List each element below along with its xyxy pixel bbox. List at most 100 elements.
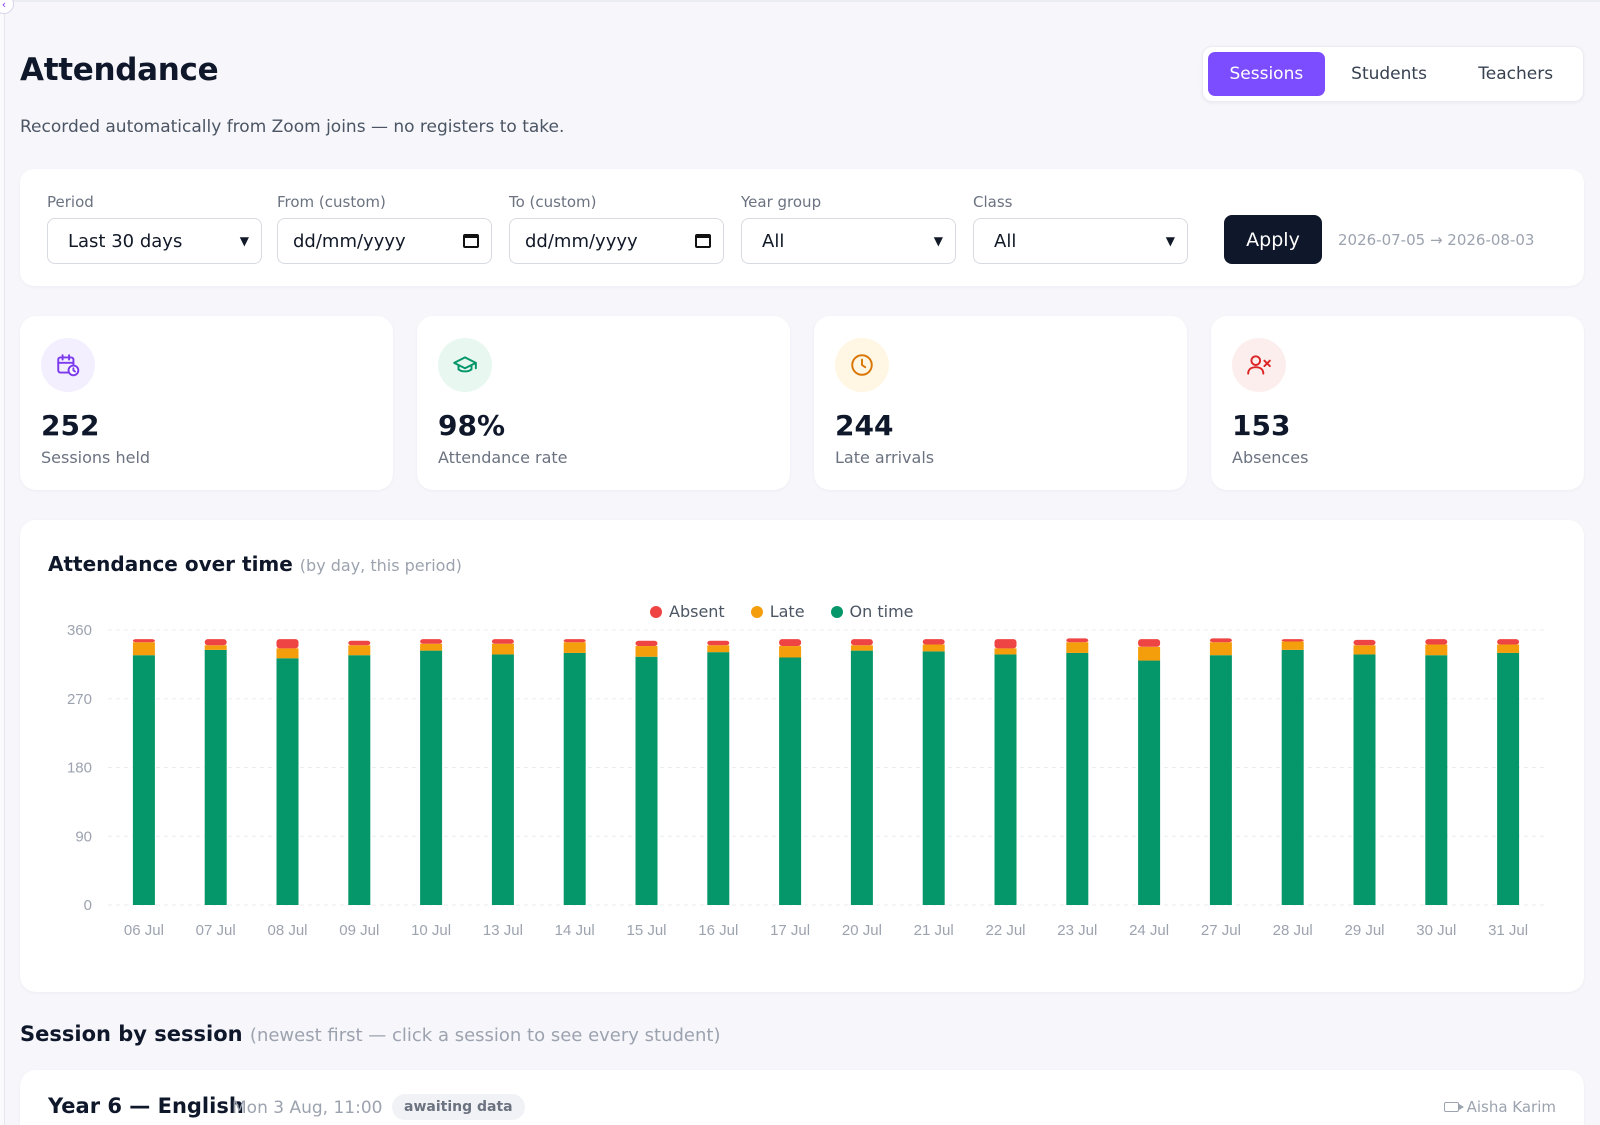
from-label: From (custom) xyxy=(277,193,386,211)
bar-segment-absent xyxy=(1209,638,1232,643)
chart-legend: Absent Late On time xyxy=(650,602,914,621)
bar-segment-on-time xyxy=(994,654,1017,905)
bar-segment-late xyxy=(563,642,586,653)
x-tick-label: 17 Jul xyxy=(770,922,810,939)
class-select[interactable]: All ▼ xyxy=(973,218,1188,264)
x-tick-label: 28 Jul xyxy=(1273,922,1313,939)
to-date-input[interactable]: dd/mm/yyyy xyxy=(509,218,724,264)
stat-value: 98% xyxy=(438,409,506,442)
calendar-icon[interactable] xyxy=(463,234,479,248)
graduation-cap-icon xyxy=(438,338,492,392)
stat-label: Late arrivals xyxy=(835,448,935,467)
sessions-heading: Session by session (newest first — click… xyxy=(20,1022,721,1046)
class-label: Class xyxy=(973,193,1013,211)
bar-segment-late xyxy=(1425,644,1448,656)
bar-segment-absent xyxy=(779,639,802,647)
y-tick-label: 90 xyxy=(75,828,92,845)
bar-segment-absent xyxy=(635,640,658,647)
stat-card-late-arrivals: 244 Late arrivals xyxy=(814,316,1187,490)
x-tick-label: 15 Jul xyxy=(626,922,666,939)
bar-segment-on-time xyxy=(1425,655,1448,905)
bar-segment-on-time xyxy=(707,652,730,905)
period-select[interactable]: Last 30 days ▼ xyxy=(47,218,262,264)
bar-segment-on-time xyxy=(850,650,873,905)
attendance-chart-card: 0 90 180 270 360 06 Jul 07 Jul 08 Jul 09 Jul 10 J… xyxy=(20,520,1584,992)
bar-segment-absent xyxy=(276,639,299,649)
x-tick-label: 20 Jul xyxy=(842,922,882,939)
bar-segment-late xyxy=(994,648,1017,655)
apply-button[interactable]: Apply xyxy=(1224,215,1322,264)
calendar-icon[interactable] xyxy=(695,234,711,248)
from-date-input[interactable]: dd/mm/yyyy xyxy=(277,218,492,264)
bar-segment-absent xyxy=(563,639,586,643)
calendar-clock-icon xyxy=(41,338,95,392)
stat-value: 244 xyxy=(835,409,894,442)
session-row[interactable]: Year 6 — English Mon 3 Aug, 11:00 awaiti… xyxy=(20,1070,1584,1125)
chevron-down-icon: ▼ xyxy=(239,234,249,248)
bar-segment-late xyxy=(1066,642,1089,653)
legend-dot xyxy=(750,605,763,618)
legend-on-time[interactable]: On time xyxy=(830,602,914,621)
bar-segment-absent xyxy=(132,639,155,643)
bar-segment-absent xyxy=(1353,639,1376,646)
session-time: Mon 3 Aug, 11:00 xyxy=(232,1098,383,1118)
x-tick-label: 22 Jul xyxy=(985,922,1025,939)
bar-segment-late xyxy=(1209,642,1232,656)
bar-segment-on-time xyxy=(276,658,299,905)
period-label: Period xyxy=(47,193,94,211)
year-group-label: Year group xyxy=(741,193,822,211)
view-tabs: Sessions Students Teachers xyxy=(1202,46,1584,102)
bar-segment-absent xyxy=(1138,639,1161,647)
y-tick-label: 0 xyxy=(84,897,92,914)
chart-title: Attendance over time (by day, this perio… xyxy=(48,552,462,576)
top-border xyxy=(0,0,1600,2)
bar-segment-on-time xyxy=(132,655,155,905)
x-tick-label: 14 Jul xyxy=(555,922,595,939)
legend-absent[interactable]: Absent xyxy=(650,602,725,621)
stat-label: Absences xyxy=(1232,448,1309,467)
chevron-down-icon: ▼ xyxy=(1165,234,1175,248)
collapse-chevron-icon[interactable]: ‹ xyxy=(0,0,14,14)
legend-label: On time xyxy=(849,602,914,621)
clock-icon xyxy=(835,338,889,392)
bar-segment-on-time xyxy=(420,650,443,905)
bar-segment-absent xyxy=(1425,639,1448,645)
x-tick-label: 31 Jul xyxy=(1488,922,1528,939)
bar-segment-on-time xyxy=(779,657,802,905)
bar-segment-on-time xyxy=(1281,649,1304,905)
bar-segment-absent xyxy=(420,639,443,644)
bar-segment-late xyxy=(635,646,658,657)
to-date-placeholder: dd/mm/yyyy xyxy=(525,230,638,252)
x-tick-label: 23 Jul xyxy=(1057,922,1097,939)
tab-sessions[interactable]: Sessions xyxy=(1208,52,1325,96)
bar-segment-late xyxy=(348,645,371,656)
x-tick-label: 10 Jul xyxy=(411,922,451,939)
x-tick-label: 07 Jul xyxy=(196,922,236,939)
status-badge: awaiting data xyxy=(392,1094,525,1120)
bar-segment-late xyxy=(1138,646,1161,661)
bar-segment-absent xyxy=(1066,638,1089,643)
x-tick-label: 16 Jul xyxy=(698,922,738,939)
from-date-placeholder: dd/mm/yyyy xyxy=(293,230,406,252)
bar-segment-late xyxy=(850,645,873,651)
bar-segment-on-time xyxy=(204,649,227,905)
tab-students[interactable]: Students xyxy=(1351,64,1427,84)
x-tick-label: 24 Jul xyxy=(1129,922,1169,939)
bar-segment-absent xyxy=(1281,639,1304,642)
bar-segment-on-time xyxy=(1497,652,1520,905)
bar-segment-on-time xyxy=(491,654,514,905)
legend-late[interactable]: Late xyxy=(750,602,805,621)
bar-segment-late xyxy=(420,643,443,651)
bar-segment-on-time xyxy=(348,655,371,905)
tab-teachers[interactable]: Teachers xyxy=(1478,64,1554,84)
year-group-select[interactable]: All ▼ xyxy=(741,218,956,264)
bar-segment-on-time xyxy=(1353,654,1376,905)
bar-segment-on-time xyxy=(1138,660,1161,905)
bar-segment-absent xyxy=(491,639,514,644)
bar-segment-on-time xyxy=(563,652,586,905)
bar-segment-absent xyxy=(994,639,1017,649)
bar-segment-on-time xyxy=(1066,652,1089,905)
sessions-heading-text: Session by session xyxy=(20,1022,243,1046)
bar-segment-on-time xyxy=(922,651,945,905)
date-range-text: 2026-07-05 → 2026-08-03 xyxy=(1338,231,1535,249)
